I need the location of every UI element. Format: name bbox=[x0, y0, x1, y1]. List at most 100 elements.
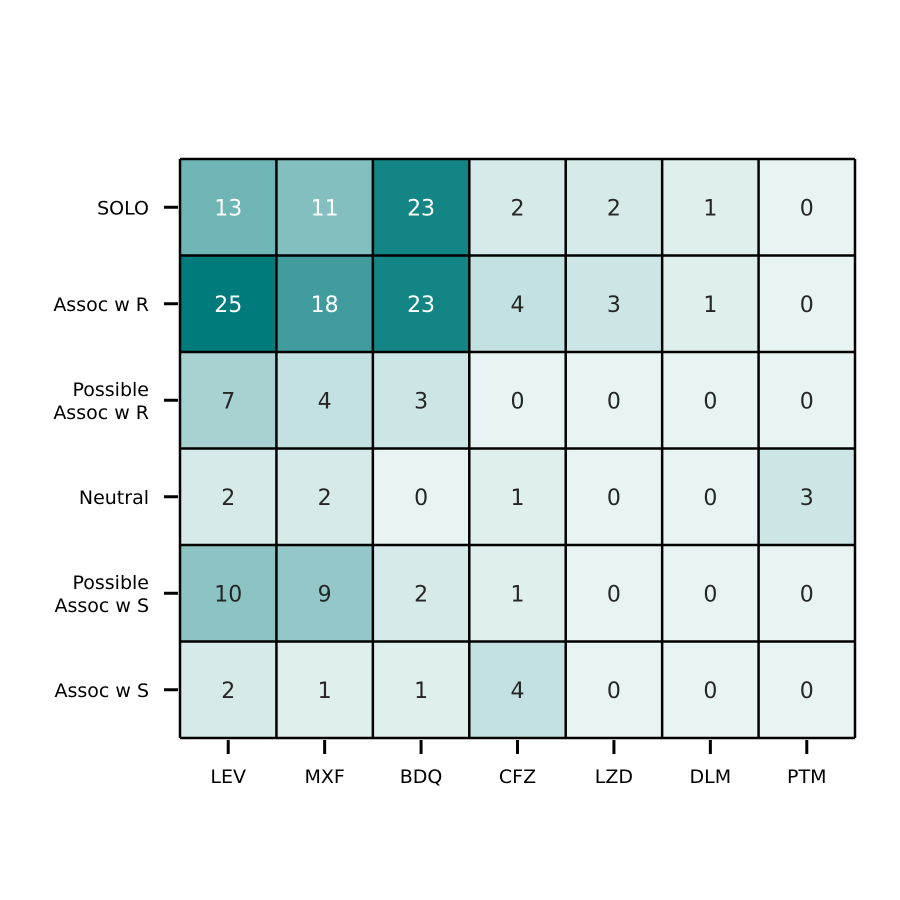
heatmap-cell bbox=[276, 641, 373, 738]
cell-value-label: 3 bbox=[414, 389, 428, 414]
cell-value-label: 23 bbox=[407, 196, 435, 221]
heatmap-cell bbox=[372, 159, 470, 256]
heatmap-cell bbox=[469, 545, 566, 642]
cell-value-label: 18 bbox=[311, 293, 339, 318]
cell-value-label: 1 bbox=[703, 293, 717, 318]
y-tick-label: Possible bbox=[72, 379, 149, 401]
cell-value-label: 0 bbox=[703, 679, 717, 704]
x-tick-label: PTM bbox=[787, 766, 826, 788]
cell-value-label: 0 bbox=[800, 293, 814, 318]
heatmap-cell bbox=[758, 448, 855, 545]
y-tick-label: Possible bbox=[72, 572, 149, 594]
heatmap-cell bbox=[758, 545, 855, 642]
cell-value-label: 0 bbox=[800, 389, 814, 414]
cell-value-label: 4 bbox=[511, 293, 525, 318]
heatmap-cell bbox=[662, 352, 759, 449]
cell-value-label: 2 bbox=[607, 196, 621, 221]
heatmap-cell bbox=[372, 352, 470, 449]
heatmap-cell bbox=[565, 641, 663, 738]
cell-value-label: 0 bbox=[607, 679, 621, 704]
cell-value-label: 0 bbox=[800, 582, 814, 607]
heatmap-cell bbox=[469, 159, 566, 256]
cell-value-label: 13 bbox=[214, 196, 242, 221]
heatmap-cell bbox=[662, 255, 759, 352]
cell-value-label: 0 bbox=[607, 486, 621, 511]
cell-value-label: 1 bbox=[318, 679, 332, 704]
cell-value-label: 2 bbox=[511, 196, 525, 221]
x-axis-ticks: LEV MXF BDQ CFZ LZD DLM PTM bbox=[210, 740, 827, 788]
cell-value-label: 0 bbox=[800, 679, 814, 704]
y-tick-label: Assoc w R bbox=[53, 294, 149, 316]
heatmap-cell bbox=[662, 448, 759, 545]
x-tick-label: LEV bbox=[210, 766, 246, 788]
heatmap-cell bbox=[469, 352, 566, 449]
y-tick-label: Assoc w S bbox=[54, 595, 149, 617]
cell-value-label: 1 bbox=[511, 486, 525, 511]
cell-value-label: 2 bbox=[414, 582, 428, 607]
cell-value-label: 4 bbox=[318, 389, 332, 414]
heatmap-cell bbox=[469, 448, 566, 545]
heatmap-cell bbox=[662, 641, 759, 738]
heatmap-cell bbox=[372, 641, 470, 738]
heatmap-cell bbox=[758, 641, 855, 738]
heatmap-cell bbox=[372, 255, 470, 352]
heatmap-cell bbox=[565, 255, 663, 352]
cell-value-label: 4 bbox=[511, 679, 525, 704]
cell-value-label: 25 bbox=[214, 293, 242, 318]
heatmap-cell bbox=[276, 255, 373, 352]
y-tick-label: Assoc w S bbox=[54, 680, 149, 702]
cell-value-label: 9 bbox=[318, 582, 332, 607]
heatmap-cell bbox=[662, 545, 759, 642]
heatmap-cell bbox=[180, 352, 277, 449]
cell-value-label: 7 bbox=[221, 389, 235, 414]
cell-value-label: 3 bbox=[607, 293, 621, 318]
cell-value-label: 3 bbox=[800, 486, 814, 511]
heatmap-cell bbox=[565, 545, 663, 642]
y-tick-label: Assoc w R bbox=[53, 402, 149, 424]
heatmap-cell bbox=[565, 448, 663, 545]
x-tick-label: CFZ bbox=[499, 766, 536, 788]
cell-value-label: 0 bbox=[703, 486, 717, 511]
heatmap-cell bbox=[372, 448, 470, 545]
heatmap-cell bbox=[180, 159, 277, 256]
x-tick-label: MXF bbox=[304, 766, 344, 788]
cell-value-label: 2 bbox=[221, 679, 235, 704]
heatmap-cell bbox=[276, 545, 373, 642]
cell-value-label: 2 bbox=[221, 486, 235, 511]
cell-value-label: 10 bbox=[214, 582, 242, 607]
heatmap-cell bbox=[276, 448, 373, 545]
cell-value-label: 0 bbox=[607, 389, 621, 414]
heatmap-cell bbox=[758, 159, 855, 256]
heatmap-cell bbox=[662, 159, 759, 256]
cell-value-label: 1 bbox=[703, 196, 717, 221]
heatmap-cell bbox=[180, 255, 277, 352]
x-tick-label: LZD bbox=[595, 766, 633, 788]
heatmap-cell bbox=[565, 352, 663, 449]
x-tick-label: DLM bbox=[690, 766, 732, 788]
heatmap-cell bbox=[180, 448, 277, 545]
heatmap-cells: 13 11 23 2 2 1 025 18 23 4 3 1 07 4 3 0 0 0 02 2 0 1 0 0 310 9 2 1 0… bbox=[180, 159, 855, 738]
cell-value-label: 1 bbox=[511, 582, 525, 607]
heatmap-cell bbox=[469, 641, 566, 738]
y-tick-label: Neutral bbox=[79, 487, 149, 509]
cell-value-label: 11 bbox=[311, 196, 339, 221]
heatmap-cell bbox=[565, 159, 663, 256]
heatmap-cell bbox=[758, 352, 855, 449]
heatmap-cell bbox=[276, 352, 373, 449]
heatmap-cell bbox=[276, 159, 373, 256]
cell-value-label: 0 bbox=[800, 196, 814, 221]
cell-value-label: 0 bbox=[703, 582, 717, 607]
x-tick-label: BDQ bbox=[400, 766, 443, 788]
cell-value-label: 1 bbox=[414, 679, 428, 704]
heatmap-cell bbox=[372, 545, 470, 642]
y-tick-label: SOLO bbox=[97, 197, 149, 219]
cell-value-label: 23 bbox=[407, 293, 435, 318]
heatmap-cell bbox=[758, 255, 855, 352]
heatmap-grid bbox=[178, 157, 857, 740]
cell-value-label: 0 bbox=[607, 582, 621, 607]
heatmap-cell bbox=[180, 641, 277, 738]
heatmap-cell bbox=[469, 255, 566, 352]
heatmap-cell bbox=[180, 545, 277, 642]
